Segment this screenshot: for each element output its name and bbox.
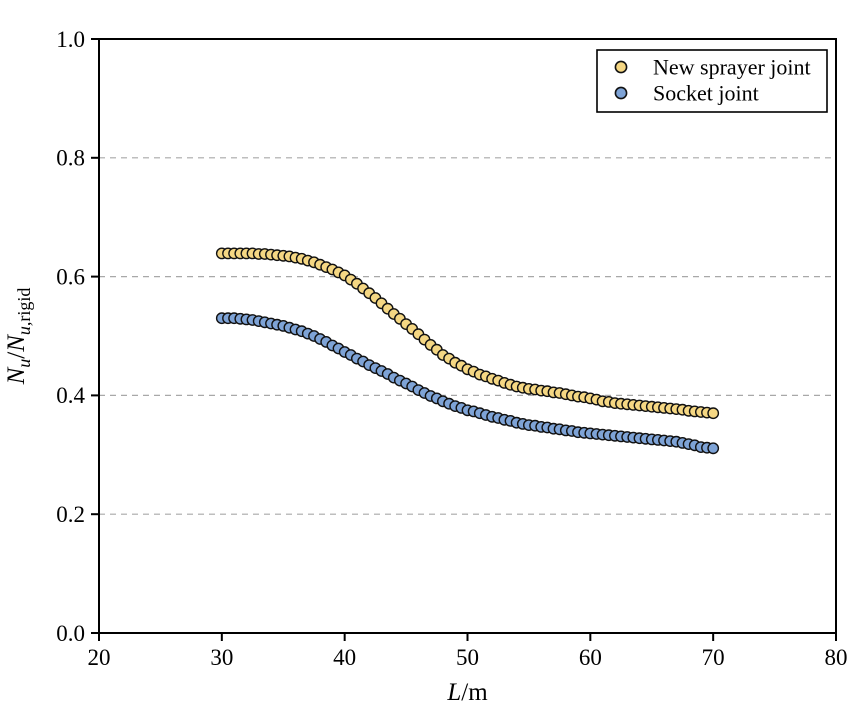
- axis-label-part: N: [3, 334, 30, 353]
- x-axis-tick-label: 70: [702, 645, 725, 670]
- legend-marker-socket-joint: [614, 86, 628, 100]
- y-axis-tick-label: 0.0: [56, 621, 85, 646]
- x-axis-tick-label: 60: [579, 645, 602, 670]
- series-socket-joint: [215, 312, 720, 455]
- axis-labels-layer: 20 30 40 50 60 70 800.00.20.40.60.81.0L/mNu/Nu…: [3, 27, 848, 706]
- y-axis-tick-label: 0.6: [56, 264, 85, 289]
- axis-label-part: /m: [461, 679, 488, 706]
- data-point: [707, 442, 720, 455]
- series-new-sprayer-joint: [215, 247, 720, 420]
- axes-frame-layer: [98, 38, 837, 634]
- gridlines-layer: [99, 157, 836, 515]
- axis-label-part: u: [14, 359, 34, 368]
- data-points-layer: [215, 247, 720, 455]
- data-point: [707, 407, 720, 420]
- axis-label-part: rigid: [14, 288, 34, 322]
- x-axis-tick-label: 30: [210, 645, 233, 670]
- x-axis-tick-label: 80: [825, 645, 848, 670]
- axis-label-part: /: [3, 352, 30, 359]
- y-axis-title: Nu/Nu,rigid: [3, 288, 34, 386]
- x-axis-tick-label: 50: [456, 645, 479, 670]
- axis-label-part: u,: [14, 322, 34, 336]
- axis-label-part: N: [3, 366, 30, 385]
- y-axis-tick-label: 0.8: [56, 146, 85, 171]
- legend-box: [596, 49, 828, 113]
- plot-border: [98, 38, 837, 634]
- x-axis-title: L/m: [446, 679, 488, 706]
- y-axis-tick-label: 1.0: [56, 27, 85, 52]
- legend-marker-new-sprayer-joint: [614, 60, 628, 74]
- y-axis-tick-label: 0.4: [56, 383, 85, 408]
- legend-label: Socket joint: [653, 80, 759, 105]
- x-axis-tick-label: 20: [88, 645, 111, 670]
- x-axis-tick-label: 40: [333, 645, 356, 670]
- y-axis-tick-label: 0.2: [56, 502, 85, 527]
- axis-label-part: L: [446, 679, 461, 706]
- legend-label: New sprayer joint: [653, 54, 811, 79]
- ticks-layer: [91, 38, 837, 641]
